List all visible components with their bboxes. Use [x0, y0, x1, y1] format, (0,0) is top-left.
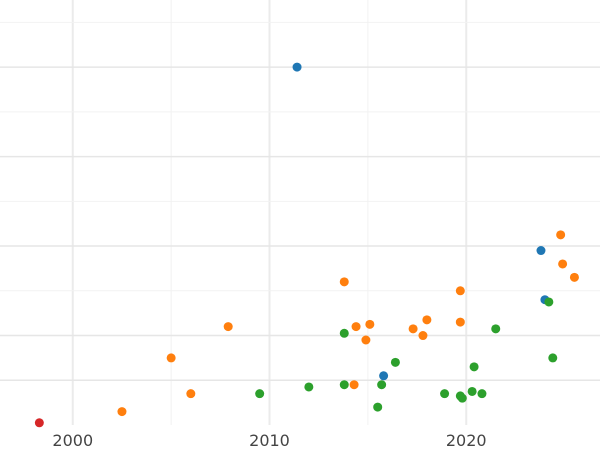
- data-point: [569, 272, 579, 282]
- data-point: [457, 393, 467, 403]
- data-point: [349, 380, 359, 390]
- data-point: [548, 353, 558, 363]
- data-point: [377, 380, 387, 390]
- data-point: [223, 322, 233, 332]
- grid-lines: [0, 0, 600, 425]
- data-point: [186, 389, 196, 399]
- data-point: [544, 297, 554, 307]
- data-point: [418, 331, 428, 341]
- data-point: [556, 230, 566, 240]
- data-point: [339, 328, 349, 338]
- data-point: [491, 324, 501, 334]
- data-point: [477, 389, 487, 399]
- data-point: [379, 371, 389, 381]
- data-point: [440, 389, 450, 399]
- data-point: [455, 286, 465, 296]
- data-point: [292, 62, 302, 72]
- data-point: [558, 259, 568, 269]
- data-point: [408, 324, 418, 334]
- data-point: [455, 317, 465, 327]
- data-point: [361, 335, 371, 345]
- data-point: [255, 389, 265, 399]
- data-point: [117, 407, 127, 417]
- data-point: [469, 362, 479, 372]
- x-tick-label: 2000: [52, 431, 93, 450]
- x-tick-label: 2020: [446, 431, 487, 450]
- data-point: [339, 277, 349, 287]
- x-tick-label: 2010: [249, 431, 290, 450]
- data-point: [422, 315, 432, 325]
- data-point: [536, 246, 546, 256]
- data-point: [339, 380, 349, 390]
- data-point: [467, 386, 477, 396]
- data-point: [166, 353, 176, 363]
- data-point: [304, 382, 314, 392]
- data-points: [34, 62, 579, 428]
- data-point: [373, 402, 383, 412]
- x-axis-tick-labels: 2000 2010 2020: [52, 431, 486, 450]
- data-point: [34, 418, 44, 428]
- data-point: [365, 319, 375, 329]
- data-point: [390, 357, 400, 367]
- data-point: [351, 322, 361, 332]
